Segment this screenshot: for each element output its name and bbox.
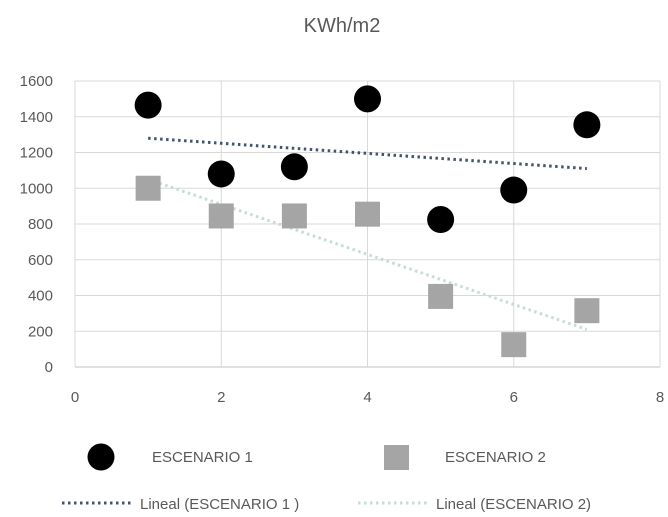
y-tick-label: 1200 xyxy=(20,145,53,162)
y-tick-label: 400 xyxy=(28,288,53,305)
y-axis-ticks: 0 200 400 600 800 1000 1200 1400 1600 xyxy=(20,73,53,376)
data-point-circle xyxy=(354,85,381,113)
data-point-square xyxy=(281,203,307,229)
y-tick-label: 600 xyxy=(28,252,53,269)
data-markers xyxy=(134,85,601,358)
data-point-square xyxy=(135,175,161,201)
data-point-square xyxy=(428,283,454,309)
data-point-square xyxy=(501,332,527,358)
data-point-square xyxy=(208,203,234,229)
legend: ESCENARIO 1 ESCENARIO 2 Lineal (ESCENARIO … xyxy=(62,443,591,513)
data-point-circle xyxy=(134,91,162,119)
x-tick-label: 2 xyxy=(217,389,225,406)
legend-marker-circle xyxy=(87,443,115,471)
trendlines xyxy=(147,136,588,331)
x-tick-label: 0 xyxy=(71,389,79,406)
trendline xyxy=(148,136,587,171)
data-point-circle xyxy=(280,153,308,181)
chart-title: KWh/m2 xyxy=(304,15,381,37)
y-tick-label: 0 xyxy=(45,359,53,376)
data-point-circle xyxy=(500,176,528,204)
legend-label: Lineal (ESCENARIO 2) xyxy=(436,496,591,513)
data-point-circle xyxy=(207,160,235,188)
x-tick-label: 6 xyxy=(510,389,518,406)
legend-label: ESCENARIO 2 xyxy=(445,449,546,466)
legend-label: ESCENARIO 1 xyxy=(152,449,253,466)
x-axis-ticks: 0 2 4 6 8 xyxy=(71,389,664,406)
trendline xyxy=(147,177,588,331)
y-tick-label: 1000 xyxy=(20,180,53,197)
y-tick-label: 1600 xyxy=(20,73,53,90)
data-point-circle xyxy=(427,206,455,234)
legend-label: Lineal (ESCENARIO 1 ) xyxy=(140,496,299,513)
y-tick-label: 800 xyxy=(28,216,53,233)
legend-marker-square xyxy=(384,445,409,470)
data-point-square xyxy=(574,298,600,324)
x-tick-label: 8 xyxy=(656,389,664,406)
data-point-square xyxy=(355,201,380,227)
y-tick-label: 200 xyxy=(28,323,53,340)
y-tick-label: 1400 xyxy=(20,109,53,126)
data-point-circle xyxy=(573,111,601,139)
x-tick-label: 4 xyxy=(363,389,371,406)
